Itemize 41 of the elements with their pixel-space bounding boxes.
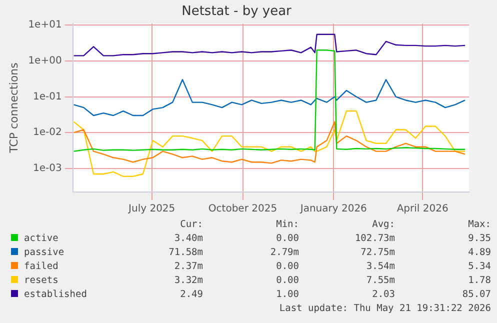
x-tick-label: April 2026 <box>396 204 448 215</box>
text: 0.00 <box>275 274 299 288</box>
text: 9.35 <box>467 232 491 246</box>
text: 72.75m <box>360 246 395 260</box>
legend-label: passive <box>23 246 66 260</box>
x-tick-label: October 2025 <box>208 204 278 215</box>
text: 3.54m <box>365 260 395 274</box>
text: Max: <box>467 218 491 232</box>
text: 4.89 <box>467 246 491 260</box>
chart-title: Netstat - by year <box>182 4 292 20</box>
text: 102.73m <box>354 232 395 246</box>
y-tick-label: 1e-03 <box>32 163 62 174</box>
y-tick-label: 1e+01 <box>28 20 62 31</box>
text: 1.00 <box>275 288 299 302</box>
y-tick-label: 1e+00 <box>28 56 62 67</box>
y-tick-label: 1e-01 <box>32 91 62 102</box>
legend-label: established <box>23 288 88 302</box>
y-tick-label: 1e-02 <box>32 127 62 138</box>
text: 2.03 <box>371 288 395 302</box>
text: Min: <box>275 218 299 232</box>
legend-label: active <box>23 232 60 246</box>
text: Cur: <box>179 218 203 232</box>
text: 7.55m <box>365 274 395 288</box>
text: 5.34 <box>467 260 491 274</box>
text: Last update: Thu May 21 19:31:22 2026 <box>278 302 491 316</box>
y-axis-title: TCP connections <box>7 62 20 154</box>
text: 71.58m <box>168 246 203 260</box>
text: 3.40m <box>173 232 203 246</box>
text: 0.00 <box>275 260 299 274</box>
text: 3.32m <box>173 274 203 288</box>
x-tick-label: July 2025 <box>128 204 176 215</box>
text: 2.37m <box>173 260 203 274</box>
text: 85.07 <box>461 288 491 302</box>
legend-label: failed <box>23 260 60 274</box>
text: 1.78 <box>467 274 491 288</box>
text: 2.79m <box>269 246 299 260</box>
text: Avg: <box>371 218 395 232</box>
text: 0.00 <box>275 232 299 246</box>
x-tick-label: January 2026 <box>299 204 367 215</box>
legend-label: resets <box>23 274 60 288</box>
text: 2.49 <box>179 288 203 302</box>
